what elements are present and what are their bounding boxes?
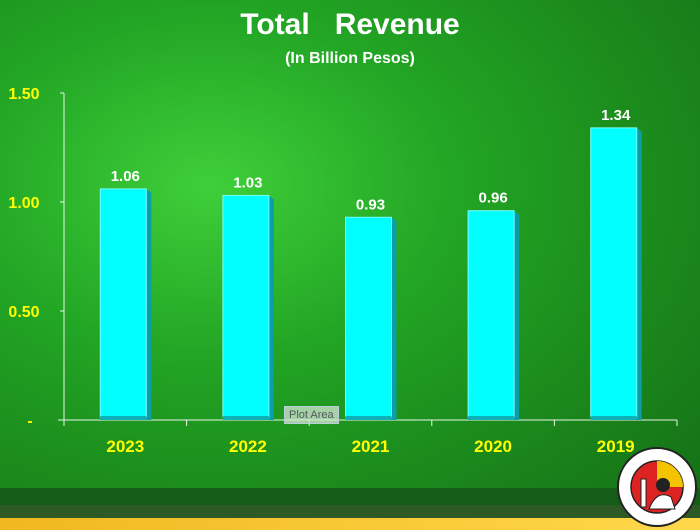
chart-subtitle: (In Billion Pesos) [285,50,415,67]
bar [222,194,270,418]
bar-side [636,127,642,420]
data-label: 1.03 [233,174,262,191]
bar-base [590,416,637,420]
data-label: 1.34 [601,107,631,124]
bar-base [468,416,515,420]
x-tick-label: 2022 [229,437,267,456]
x-tick-label: 2019 [597,437,635,456]
footer-band-yellow [0,518,700,530]
bar-base [345,416,392,420]
chart-title: Total Revenue [240,8,460,41]
bar-side [391,217,397,420]
footer-band [0,488,700,505]
data-label: 0.93 [356,196,385,213]
bar [99,188,147,418]
bar [345,216,392,418]
bar-side [146,188,152,420]
bar-side [268,195,274,420]
y-tick-label: 0.50 [8,304,39,321]
bar-base [100,416,147,420]
plot-area-tooltip: Plot Area [284,406,339,424]
y-tick-label: 1.50 [8,86,39,103]
bar [467,210,515,418]
bar-side [514,210,520,420]
y-tick-label: - [27,413,32,430]
x-tick-label: 2020 [474,437,512,456]
bar-base [222,416,269,420]
x-tick-label: 2021 [352,437,390,456]
data-label: 0.96 [478,190,507,207]
y-tick-label: 1.00 [8,195,39,212]
x-tick-label: 2023 [106,437,144,456]
data-label: 1.06 [111,168,140,185]
bar [590,127,638,418]
footer-band-dark [0,505,700,518]
association-logo [617,447,697,527]
